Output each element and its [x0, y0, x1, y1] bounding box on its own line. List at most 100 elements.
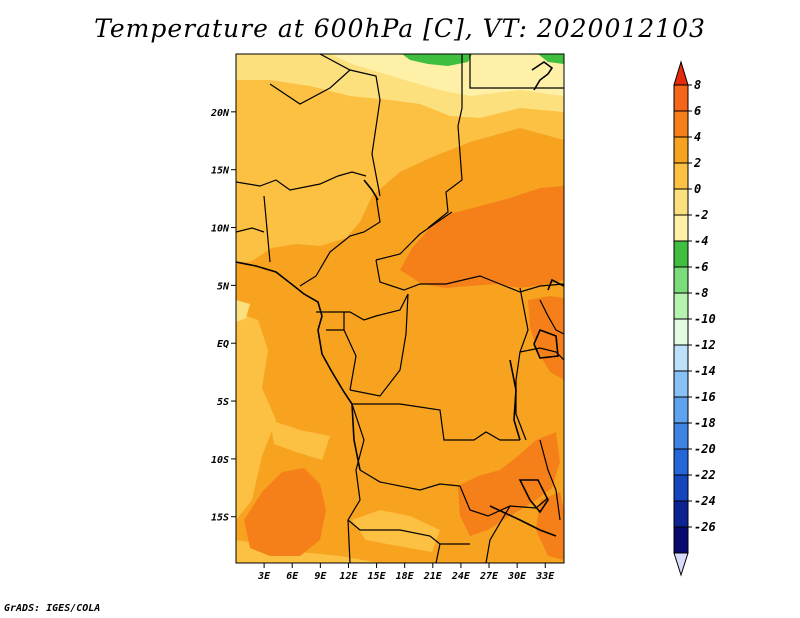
colorbar-swatch [673, 188, 689, 216]
field-light-south-3 [236, 540, 380, 563]
lat-tick-label: 5S [217, 397, 229, 408]
border-nigeria-cameroon [299, 195, 381, 287]
lon-tick-label: 33E [535, 571, 555, 582]
border-egypt-sudan [469, 54, 564, 89]
border-mali-niger [236, 171, 367, 191]
colorbar-arrow-top [673, 60, 689, 86]
lake-victoria [533, 328, 559, 359]
colorbar-swatch [673, 396, 689, 424]
colorbar-label: -24 [694, 494, 716, 508]
border-malawi [539, 439, 561, 521]
lon-tick-label: 21E [423, 571, 443, 582]
lon-tick-label: 18E [396, 571, 415, 582]
temperature-field [236, 54, 564, 563]
border-drc-east [515, 287, 529, 441]
colorbar-swatch [673, 214, 689, 242]
lon-tick-label: 9E [314, 571, 327, 582]
lon-tick-label: 15E [368, 571, 387, 582]
lat-tick-label: EQ [217, 339, 229, 350]
field-warm-lake [536, 492, 564, 560]
colorbar-swatch [673, 110, 689, 138]
lat-tick-label: 15S [211, 513, 229, 524]
field-warm-central [400, 186, 564, 288]
colorbar-label: -6 [694, 260, 708, 274]
lon-tick-label: 24E [451, 571, 471, 582]
colorbar-swatch [673, 344, 689, 372]
coastline-ethiopia [547, 278, 564, 291]
border-zimbabwe-botswana [485, 505, 511, 563]
chart-title: Temperature at 600hPa [C], VT: 202001210… [94, 14, 706, 43]
lake-chad [363, 179, 379, 201]
colorbar-swatch [673, 162, 689, 190]
colorbar-swatch [673, 448, 689, 476]
lake-tanganyika [509, 359, 521, 441]
border-benin-nigeria [263, 195, 271, 263]
colorbar-label: -2 [694, 208, 708, 222]
colorbar-swatch [673, 292, 689, 320]
field-pale-coast [236, 300, 250, 322]
colorbar-swatch [673, 318, 689, 346]
border-tanzania-north [519, 347, 564, 361]
colorbar-swatch [673, 422, 689, 450]
lon-tick-label: 12E [339, 571, 358, 582]
lon-tick-label: 3E [257, 571, 271, 582]
field-green-north [402, 54, 472, 66]
colorbar-label: -18 [694, 416, 716, 430]
colorbar-swatch [673, 266, 689, 294]
colorbar-label: 2 [693, 156, 701, 170]
colorbar-label: -22 [694, 468, 716, 482]
colorbar-swatch [673, 370, 689, 398]
border-niger-chad [319, 54, 381, 197]
colorbar-swatch [673, 474, 689, 502]
grads-credit: GrADS: IGES/COLA [4, 603, 101, 614]
colorbar-label: 4 [694, 130, 701, 144]
border-ghana-togo [236, 227, 265, 233]
colorbar-swatch [673, 240, 689, 268]
field-warm-east [528, 296, 564, 380]
lon-tick-label: 30E [507, 571, 527, 582]
border-car-drc [375, 259, 564, 293]
lat-tick-label: 20N [210, 108, 230, 119]
colorbar-label: -12 [694, 338, 716, 352]
border-angola-zambia [359, 469, 461, 491]
field-light-south-1 [270, 420, 330, 460]
colorbar-swatch [673, 500, 689, 528]
colorbar-swatch [673, 84, 689, 112]
field-paler-north [330, 54, 564, 96]
border-sudan-chad [427, 54, 463, 229]
colorbar: 8 6 4 2 0 -2 -4 -6 -8 -10 -12 -14 -16 -18 -20 -22 -24 -26 [673, 60, 716, 577]
colorbar-label: 8 [694, 78, 701, 92]
border-angola-west [347, 403, 365, 563]
field-light-west-coast [236, 312, 276, 520]
colorbar-label: -14 [694, 364, 716, 378]
colorbar-label: -8 [694, 286, 708, 300]
lon-tick-label: 27E [479, 571, 499, 582]
map-frame [235, 53, 565, 564]
lat-tick-label: 15N [211, 166, 230, 177]
border-congo-drc [349, 293, 409, 397]
colorbar-label: -26 [694, 520, 716, 534]
colorbar-swatch [673, 526, 689, 554]
lat-tick-label: 10S [211, 455, 229, 466]
colorbar-label: 0 [694, 182, 701, 196]
lake-malawi [518, 479, 549, 514]
border-namibia [347, 519, 470, 545]
lon-tick-label: 6E [286, 571, 299, 582]
river-zambezi [489, 505, 557, 537]
colorbar-label: 6 [694, 104, 701, 118]
colorbar-label: -16 [694, 390, 716, 404]
border-car-chad [375, 211, 453, 261]
colorbar-arrow-bottom [673, 552, 689, 577]
lat-tick-label: 5N [217, 281, 230, 292]
colorbar-label: -4 [694, 234, 708, 248]
colorbar-swatch [673, 136, 689, 164]
border-gabon-congo [343, 329, 357, 391]
lat-tick-label: 10N [211, 224, 230, 235]
field-warm-southwest [244, 468, 326, 556]
coastline-red-sea [531, 61, 554, 91]
field-light-south-2 [352, 510, 440, 552]
map-axes: 20N 15N 10N 5N EQ 5S 10S 15S 3E 6E 9E 12E 15E 18E 21E 2… [210, 108, 555, 582]
coastline-west [236, 261, 361, 471]
border-angola-drc [352, 403, 520, 441]
